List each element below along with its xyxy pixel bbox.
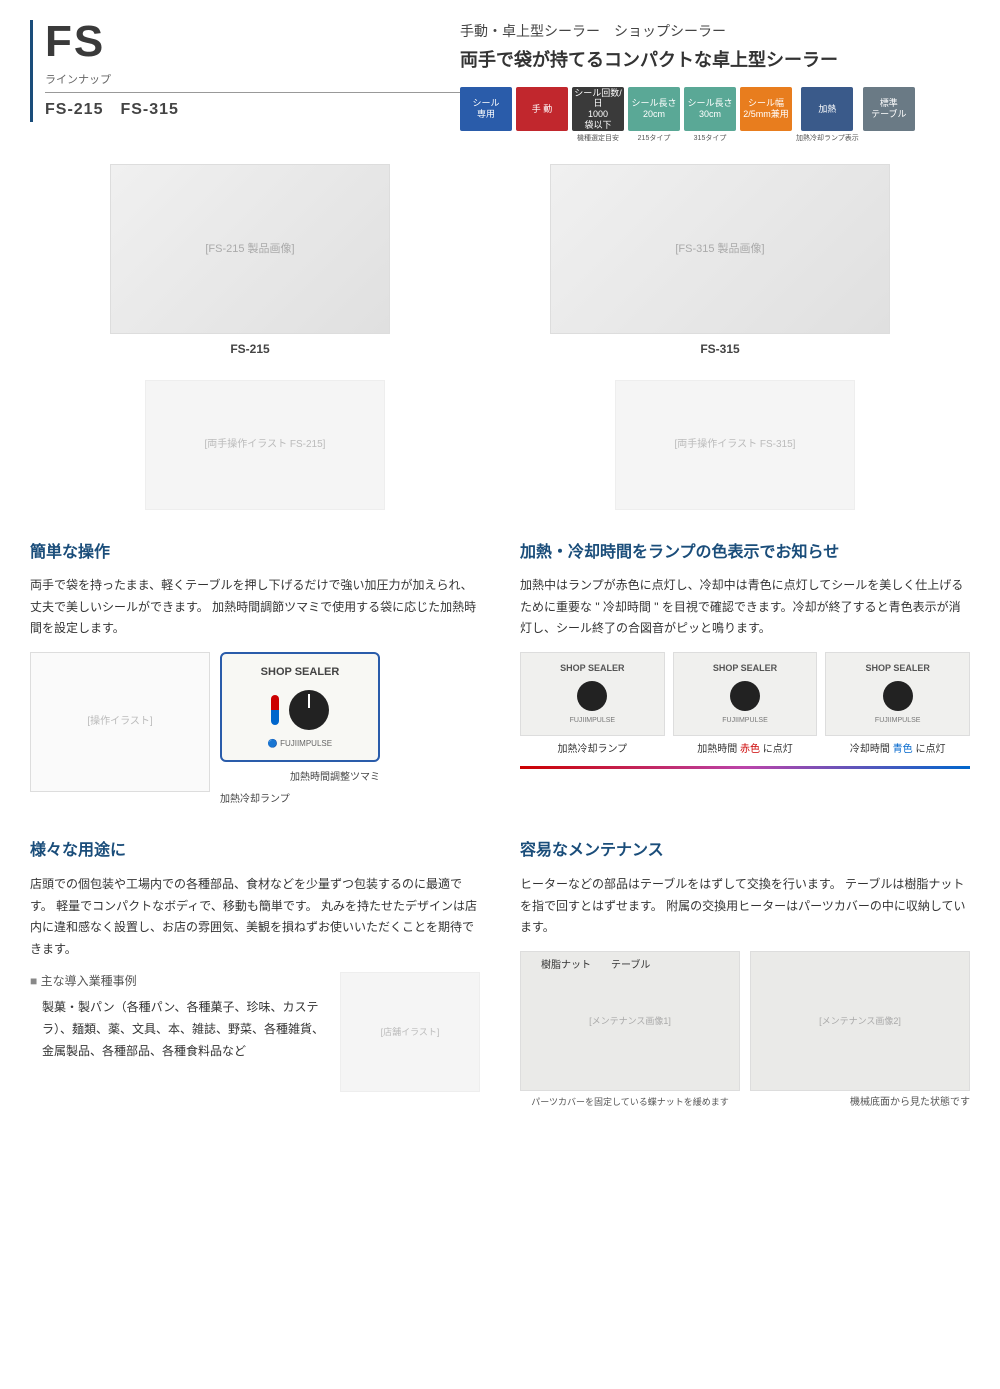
lamp-col-2: SHOP SEALER FUJIIMPULSE 加熱時間 赤色 に点灯	[673, 652, 818, 758]
maintenance-image-1: 樹脂ナット テーブル [メンテナンス画像1]	[520, 951, 740, 1091]
lamp-col-3: SHOP SEALER FUJIIMPULSE 冷却時間 青色 に点灯	[825, 652, 970, 758]
lamp-caption-3: 冷却時間 青色 に点灯	[825, 742, 970, 758]
subtitle: 手動・卓上型シーラー ショップシーラー	[460, 20, 970, 42]
badge-wrap: シール長さ20cm 215タイプ	[628, 87, 680, 144]
section-maintenance: 容易なメンテナンス ヒーターなどの部品はテーブルをはずして交換を行います。 テー…	[520, 838, 970, 1110]
feature-badge: 手 動	[516, 87, 568, 131]
usage-images-row: [両手操作イラスト FS-215] [両手操作イラスト FS-315]	[30, 380, 970, 510]
header-right: 手動・卓上型シーラー ショップシーラー 両手で袋が持てるコンパクトな卓上型シーラ…	[460, 20, 970, 144]
feature-badge: シール長さ20cm	[628, 87, 680, 131]
section3-title: 様々な用途に	[30, 838, 480, 864]
lamp-brand-3: FUJIIMPULSE	[834, 715, 961, 726]
badge-wrap: シール回数/日1000袋以下機種選定目安	[572, 87, 624, 144]
thermometer-icon	[271, 695, 279, 725]
feature-badge: シール長さ30cm	[684, 87, 736, 131]
callout-brand: 🔵 FUJIIMPULSE	[232, 738, 368, 751]
feature-badge: シール幅2/5mm兼用	[740, 87, 792, 131]
section-uses: 様々な用途に 店頭での個包装や工場内での各種部品、食材などを少量ずつ包装するのに…	[30, 838, 480, 1110]
feature-badge: シール専用	[460, 87, 512, 131]
product-image-215: [FS-215 製品画像]	[110, 164, 390, 334]
lamp-box-2: SHOP SEALER FUJIIMPULSE	[673, 652, 818, 736]
section4-text: ヒーターなどの部品はテーブルをはずして交換を行います。 テーブルは樹脂ナットを指…	[520, 874, 970, 939]
dial-icon	[289, 690, 329, 730]
lamp-box-3: SHOP SEALER FUJIIMPULSE	[825, 652, 970, 736]
shop-illustration: [店舗イラスト]	[340, 972, 480, 1092]
maint-label-nut: 樹脂ナット	[541, 958, 591, 974]
usage-image-1: [両手操作イラスト FS-215]	[145, 380, 385, 510]
lamp-title-2: SHOP SEALER	[682, 661, 809, 675]
row-1: 簡単な操作 両手で袋を持ったまま、軽くテーブルを押し下げるだけで強い加圧力が加え…	[30, 540, 970, 809]
section1-title: 簡単な操作	[30, 540, 480, 566]
shop-sealer-callout: SHOP SEALER 🔵 FUJIIMPULSE	[220, 652, 380, 762]
section2-title: 加熱・冷却時間をランプの色表示でお知らせ	[520, 540, 970, 566]
badge-wrap: シール幅2/5mm兼用	[740, 87, 792, 144]
lamp-col-1: SHOP SEALER FUJIIMPULSE 加熱冷却ランプ	[520, 652, 665, 758]
header: FS ラインナップ FS-215 FS-315 手動・卓上型シーラー ショップシ…	[30, 20, 970, 144]
badges-row: シール専用手 動シール回数/日1000袋以下機種選定目安シール長さ20cm 215…	[460, 87, 970, 144]
header-left: FS ラインナップ FS-215 FS-315	[30, 20, 460, 122]
badge-wrap: 標準テーブル	[863, 87, 915, 144]
lamp-box-1: SHOP SEALER FUJIIMPULSE	[520, 652, 665, 736]
lineup-label: ラインナップ	[45, 72, 460, 90]
lamp-dial-3	[883, 681, 913, 711]
badge-sub: 加熱冷却ランプ表示	[796, 133, 859, 144]
model-label-315: FS-315	[550, 340, 890, 359]
lamp-title-3: SHOP SEALER	[834, 661, 961, 675]
feature-badge: シール回数/日1000袋以下	[572, 87, 624, 131]
product-box-315: [FS-315 製品画像] FS-315	[550, 164, 890, 359]
maint-img1-alt: [メンテナンス画像1]	[589, 1014, 671, 1028]
badge-wrap: シール長さ30cm 315タイプ	[684, 87, 736, 144]
annotation-tsumami: 加熱時間調整ツマミ	[220, 770, 380, 786]
maintenance-images: 樹脂ナット テーブル [メンテナンス画像1] パーツカバーを固定している蝶ナット…	[520, 951, 970, 1111]
badge-sub: 315タイプ	[694, 133, 727, 144]
badge-sub: 機種選定目安	[577, 133, 619, 144]
lamp-brand-1: FUJIIMPULSE	[529, 715, 656, 726]
lamp-dial-2	[730, 681, 760, 711]
badge-wrap: シール専用	[460, 87, 512, 144]
dial-area	[232, 690, 368, 730]
product-box-215: [FS-215 製品画像] FS-215	[110, 164, 390, 359]
callout-wrap: SHOP SEALER 🔵 FUJIIMPULSE 加熱時間調整ツマミ 加熱冷却…	[220, 652, 380, 808]
lamp-caption-2: 加熱時間 赤色 に点灯	[673, 742, 818, 758]
lamp-row: SHOP SEALER FUJIIMPULSE 加熱冷却ランプ SHOP SEA…	[520, 652, 970, 758]
operation-illustration: [操作イラスト]	[30, 652, 210, 792]
badge-wrap: 加熱加熱冷却ランプ表示	[796, 87, 859, 144]
lamp-brand-2: FUJIIMPULSE	[682, 715, 809, 726]
gradient-bar	[520, 766, 970, 769]
maint-col-1: 樹脂ナット テーブル [メンテナンス画像1] パーツカバーを固定している蝶ナット…	[520, 951, 740, 1111]
callout-title: SHOP SEALER	[232, 664, 368, 682]
row-2: 様々な用途に 店頭での個包装や工場内での各種部品、食材などを少量ずつ包装するのに…	[30, 838, 970, 1110]
lineup-models: FS-215 FS-315	[45, 92, 460, 123]
maint-note: パーツカバーを固定している蝶ナットを緩めます	[520, 1095, 740, 1109]
maint-label-table: テーブル	[611, 958, 650, 974]
model-label-215: FS-215	[110, 340, 390, 359]
section1-text: 両手で袋を持ったまま、軽くテーブルを押し下げるだけで強い加圧力が加えられ、丈夫で…	[30, 575, 480, 640]
section-lamp: 加熱・冷却時間をランプの色表示でお知らせ 加熱中はランプが赤色に点灯し、冷却中は…	[520, 540, 970, 809]
lamp-title-1: SHOP SEALER	[529, 661, 656, 675]
product-image-315: [FS-315 製品画像]	[550, 164, 890, 334]
section1-diagram: [操作イラスト] SHOP SEALER 🔵 FUJIIMPULSE 加熱時間調…	[30, 652, 480, 808]
section-operation: 簡単な操作 両手で袋を持ったまま、軽くテーブルを押し下げるだけで強い加圧力が加え…	[30, 540, 480, 809]
usage-image-2: [両手操作イラスト FS-315]	[615, 380, 855, 510]
main-title: 両手で袋が持てるコンパクトな卓上型シーラー	[460, 46, 970, 75]
section2-text: 加熱中はランプが赤色に点灯し、冷却中は青色に点灯してシールを美しく仕上げるために…	[520, 575, 970, 640]
feature-badge: 標準テーブル	[863, 87, 915, 131]
section3-text: 店頭での個包装や工場内での各種部品、食材などを少量ずつ包装するのに最適です。 軽…	[30, 874, 480, 960]
maintenance-image-2: [メンテナンス画像2]	[750, 951, 970, 1091]
product-images-row: [FS-215 製品画像] FS-215 [FS-315 製品画像] FS-31…	[30, 164, 970, 359]
product-code: FS	[45, 20, 460, 64]
lamp-dial-1	[577, 681, 607, 711]
badge-sub: 215タイプ	[638, 133, 671, 144]
annotation-lamp: 加熱冷却ランプ	[220, 792, 380, 808]
badge-wrap: 手 動	[516, 87, 568, 144]
maint-col-2: [メンテナンス画像2] 機械底面から見た状態です	[750, 951, 970, 1111]
lamp-caption-1: 加熱冷却ランプ	[520, 742, 665, 758]
feature-badge: 加熱	[801, 87, 853, 131]
maint-caption: 機械底面から見た状態です	[750, 1095, 970, 1111]
section4-title: 容易なメンテナンス	[520, 838, 970, 864]
